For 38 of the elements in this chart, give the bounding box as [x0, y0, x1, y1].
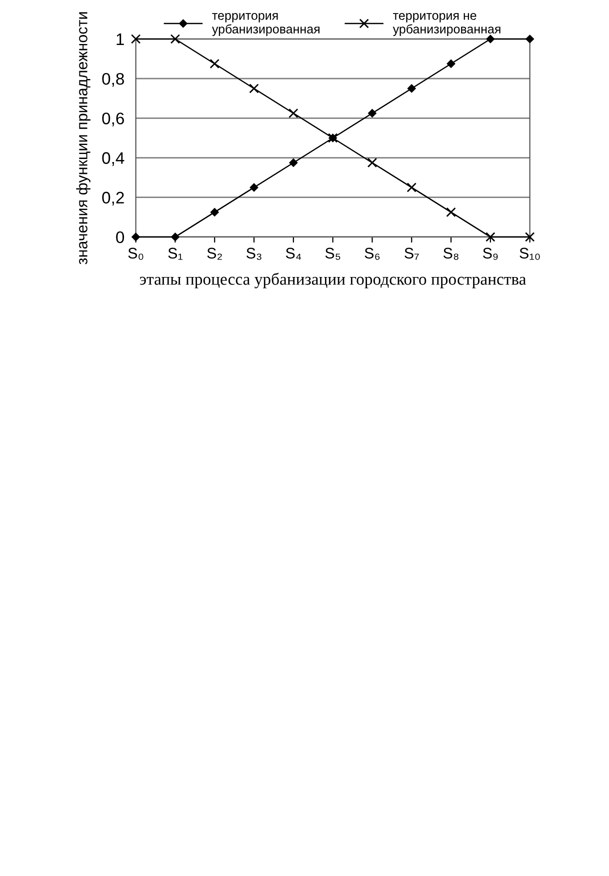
- x-tick-label: S₁₀: [520, 248, 540, 260]
- x-tick-label: S₈: [443, 248, 458, 260]
- point: [250, 183, 258, 192]
- x-tick-label: S₃: [246, 248, 262, 260]
- point: [210, 58, 220, 69]
- point: [288, 108, 298, 118]
- point: [170, 34, 180, 44]
- legend-label: территория не урбанизированная: [392, 13, 500, 36]
- x-tick-label: S₆: [364, 248, 380, 260]
- x-tick-label: S₁: [168, 248, 182, 260]
- x-tick-label: S₉: [483, 248, 498, 260]
- y-tick-label: 0,2: [102, 192, 124, 206]
- point: [486, 232, 496, 242]
- y-tick-label: 0,8: [102, 72, 124, 87]
- point: [446, 207, 456, 218]
- point: [407, 84, 416, 93]
- point: [446, 59, 456, 68]
- y-tick-label: 1: [116, 34, 124, 46]
- point: [210, 208, 219, 216]
- point: [367, 158, 378, 168]
- x-tick-label: S₀: [128, 248, 144, 260]
- legend-label: территория урбанизированная: [212, 13, 320, 36]
- y-axis-title: значения функции принадлежности: [76, 12, 90, 264]
- point: [170, 232, 180, 242]
- point: [406, 182, 416, 192]
- y-tick-label: 0: [116, 231, 124, 244]
- x-axis-title: этапы процесса урбанизации городского пространства: [140, 272, 526, 288]
- y-tick-label: 0,4: [102, 152, 124, 166]
- y-tick-label: 0,6: [102, 112, 124, 126]
- point: [130, 34, 141, 44]
- point: [289, 158, 298, 167]
- point: [526, 34, 534, 44]
- x-tick-label: S₅: [325, 248, 340, 260]
- point: [368, 108, 376, 118]
- point: [249, 84, 259, 94]
- x-tick-label: S₂: [207, 248, 222, 260]
- x-tick-label: S₇: [404, 248, 419, 260]
- x-tick-label: S₄: [286, 248, 302, 260]
